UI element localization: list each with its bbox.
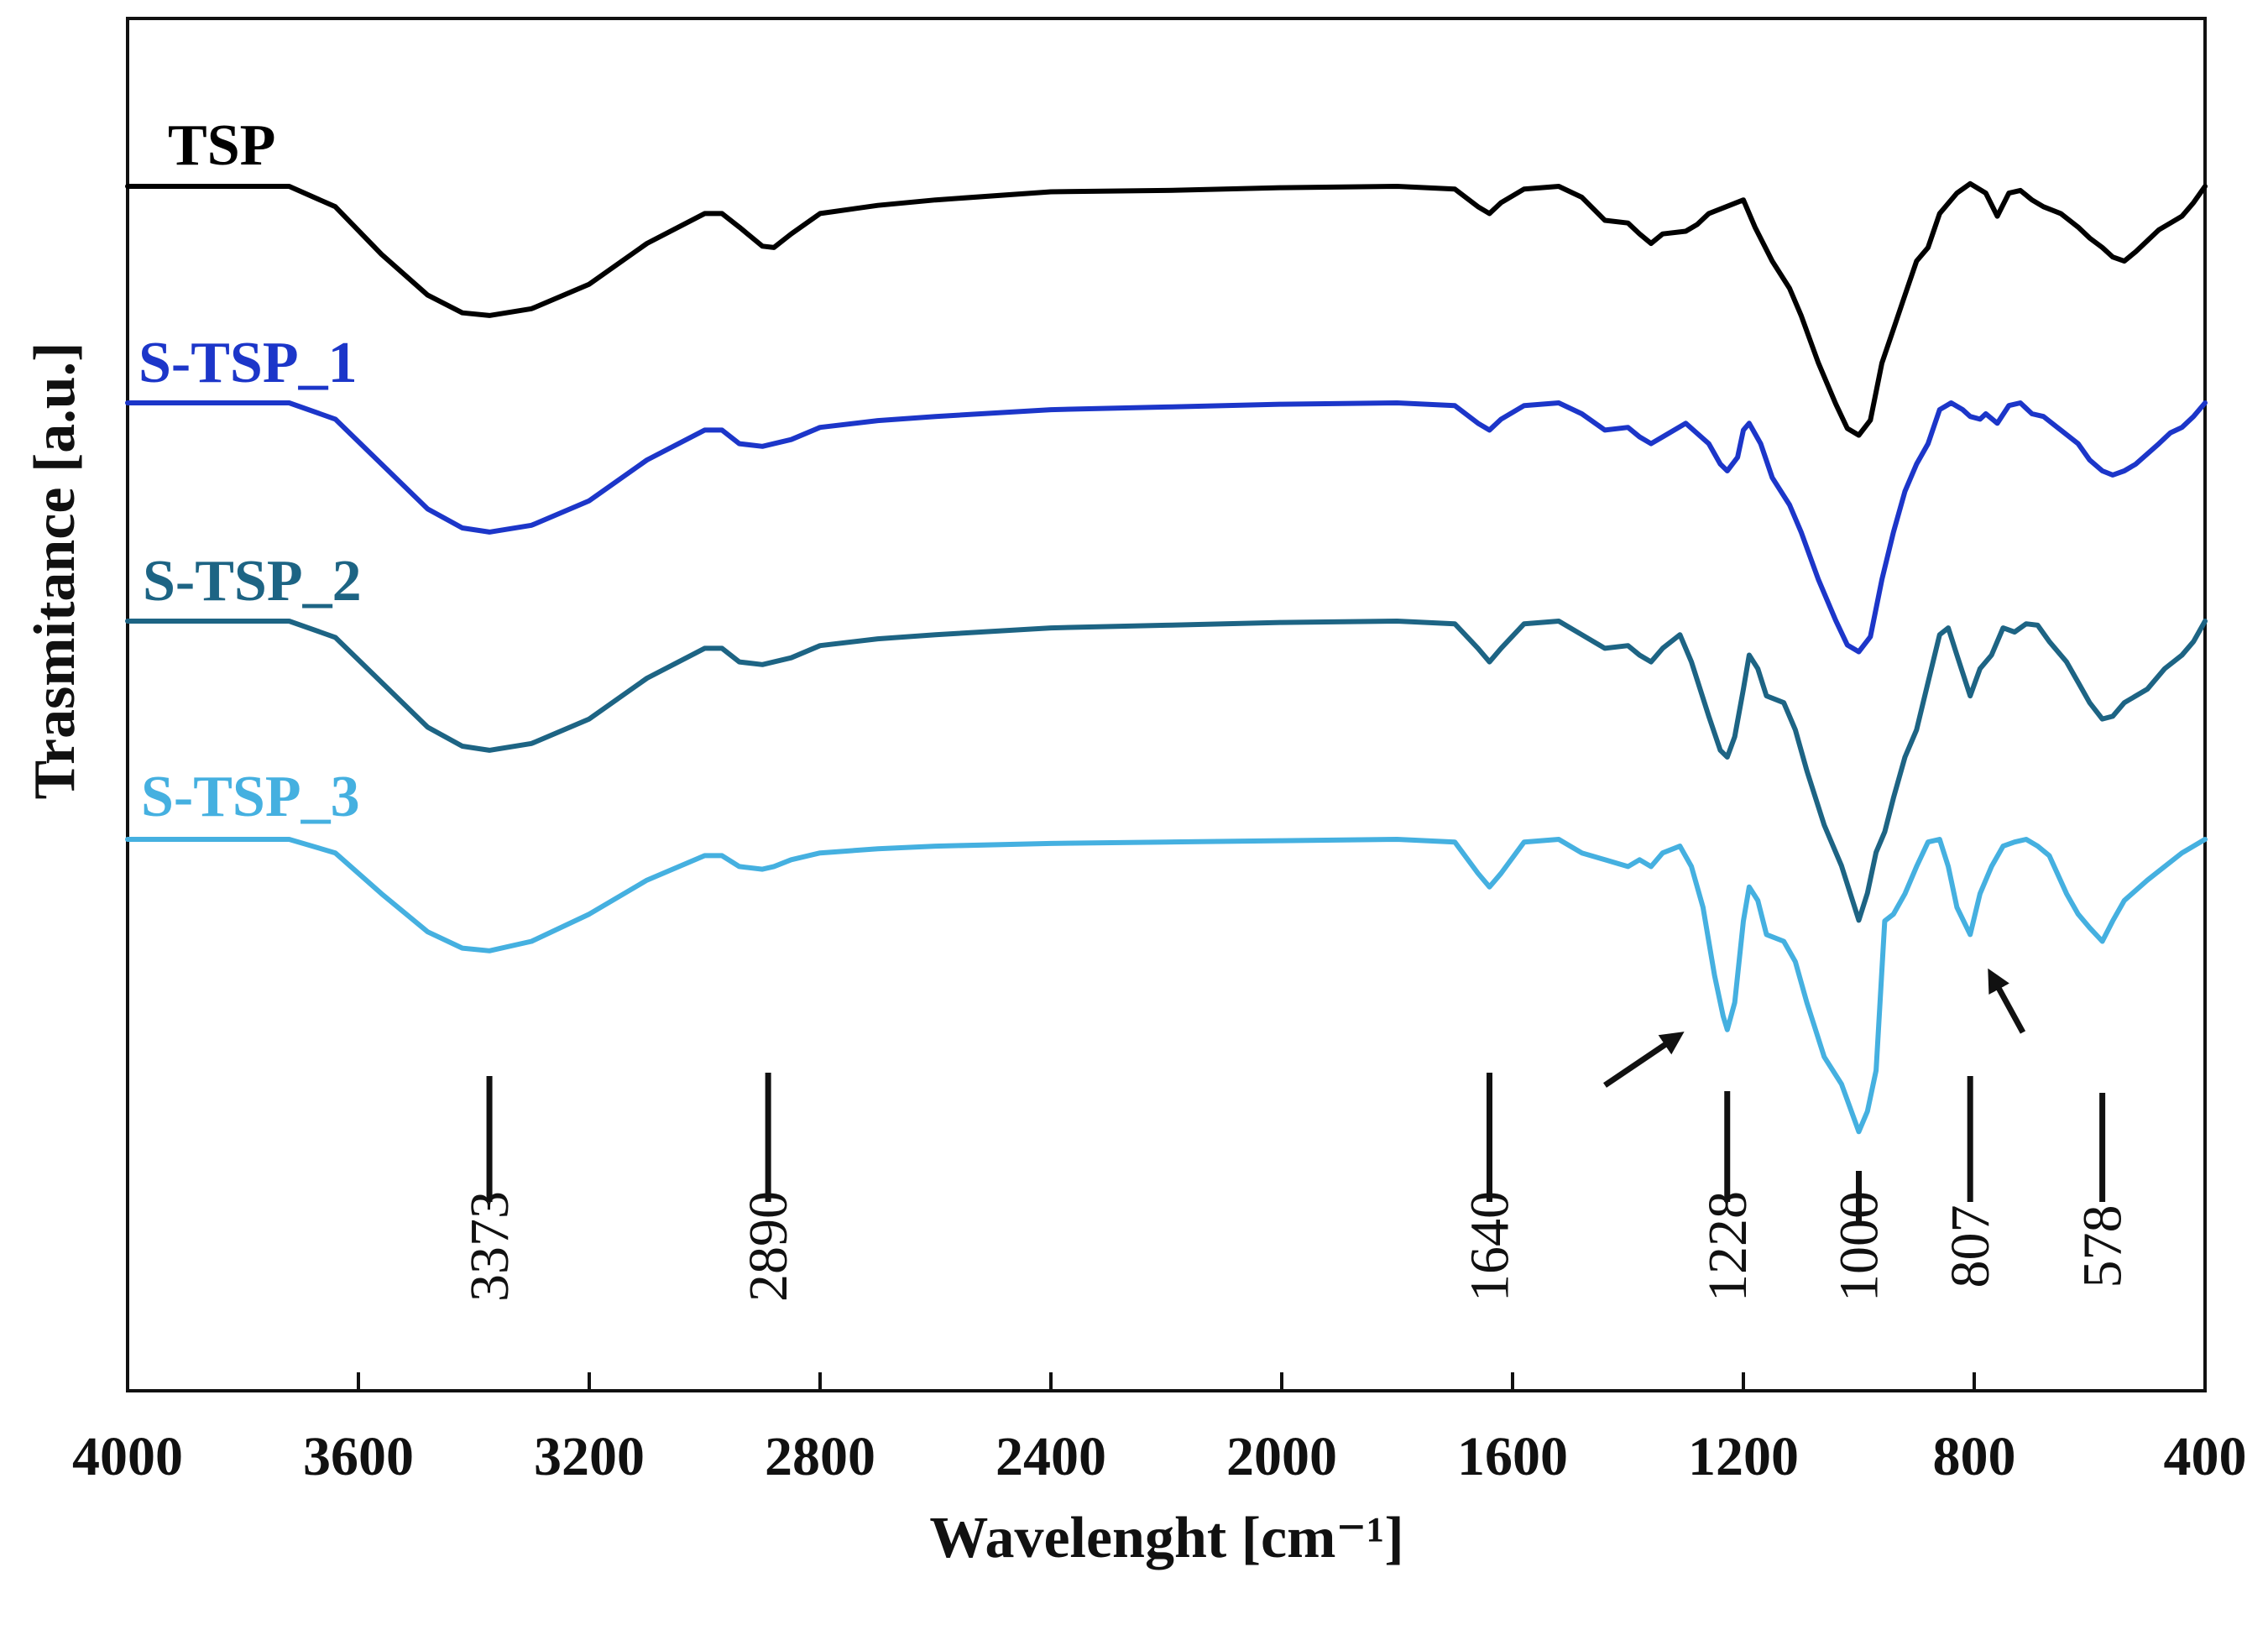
x-axis: 4000 3600 3200 2800 2400 2000 1600 1200 800 400 — [72, 1372, 2247, 1487]
plot-frame — [126, 17, 2207, 1392]
x-tick-label-1200: 1200 — [1688, 1426, 1799, 1487]
series-label-tsp: TSP — [168, 113, 275, 178]
peak-markers: 3373 2890 1640 1228 1000 807 578 — [459, 1073, 2134, 1302]
peak-label-807: 807 — [1940, 1205, 2001, 1288]
x-tick-label-2000: 2000 — [1226, 1426, 1337, 1487]
x-tick-label-4000: 4000 — [72, 1426, 183, 1487]
series-labels: TSP S-TSP_1 S-TSP_2 S-TSP_3 — [138, 113, 362, 829]
trace-s-tsp-3 — [125, 837, 2208, 1135]
x-axis-title: Wavelenght [cm⁻¹] — [929, 1506, 1403, 1570]
x-tick-label-800: 800 — [1933, 1426, 2016, 1487]
peak-label-1228: 1228 — [1697, 1191, 1758, 1302]
peak-label-1000: 1000 — [1829, 1191, 1890, 1302]
series-label-s-tsp-2: S-TSP_2 — [143, 549, 362, 614]
x-tick-label-3600: 3600 — [303, 1426, 414, 1487]
x-tick-label-2800: 2800 — [765, 1426, 875, 1487]
x-tick-label-400: 400 — [2164, 1426, 2247, 1487]
peak-label-578: 578 — [2072, 1205, 2134, 1288]
x-tick-label-1600: 1600 — [1457, 1426, 1568, 1487]
annotation-arrows — [1603, 968, 2026, 1088]
series-label-s-tsp-3: S-TSP_3 — [141, 765, 360, 829]
x-tick-label-3200: 3200 — [534, 1426, 645, 1487]
y-axis-title: Trasmitance [a.u.] — [23, 342, 87, 800]
spectra-traces — [125, 180, 2208, 1135]
peak-label-1640: 1640 — [1460, 1191, 1521, 1302]
peak-label-2890: 2890 — [738, 1191, 799, 1302]
peak-label-3373: 3373 — [459, 1191, 520, 1302]
arrow-807 — [1988, 968, 2026, 1034]
x-tick-label-2400: 2400 — [996, 1426, 1106, 1487]
trace-tsp — [125, 180, 2208, 438]
arrow-1228 — [1603, 1032, 1685, 1088]
series-label-s-tsp-1: S-TSP_1 — [138, 331, 358, 395]
trace-s-tsp-1 — [125, 400, 2208, 655]
trace-s-tsp-2 — [125, 619, 2208, 923]
